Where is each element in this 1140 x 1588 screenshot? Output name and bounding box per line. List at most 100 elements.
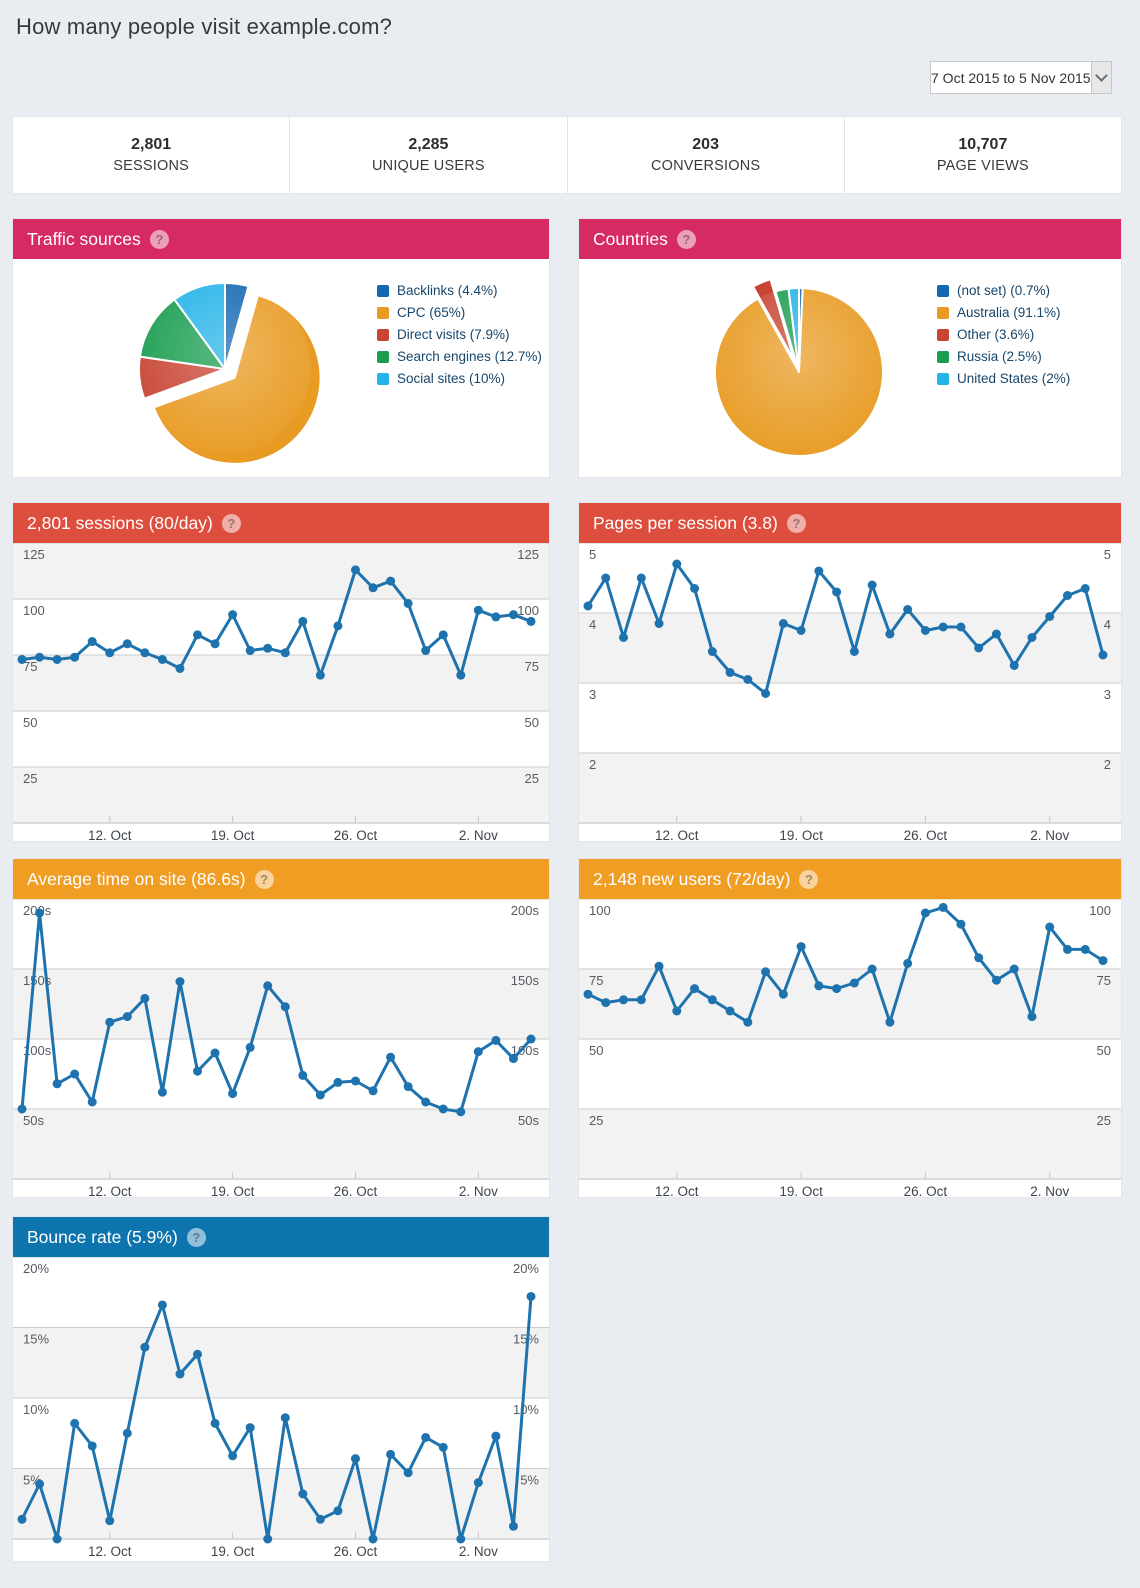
data-point-marker[interactable] (315, 1514, 325, 1524)
data-point-marker[interactable] (491, 612, 501, 622)
data-point-marker[interactable] (583, 601, 593, 611)
data-point-marker[interactable] (105, 648, 115, 658)
data-point-marker[interactable] (832, 587, 842, 597)
data-point-marker[interactable] (526, 616, 536, 626)
help-icon[interactable]: ? (149, 229, 169, 249)
data-point-marker[interactable] (601, 998, 611, 1008)
data-point-marker[interactable] (298, 616, 308, 626)
data-point-marker[interactable] (157, 1300, 167, 1310)
data-point-marker[interactable] (105, 1516, 115, 1526)
data-point-marker[interactable] (867, 964, 877, 974)
data-point-marker[interactable] (885, 629, 895, 639)
legend-item[interactable]: Search engines (12.7%) (377, 349, 542, 364)
data-point-marker[interactable] (350, 1454, 360, 1464)
legend-item[interactable]: Australia (91.1%) (937, 305, 1070, 320)
data-point-marker[interactable] (508, 1054, 518, 1064)
data-point-marker[interactable] (601, 573, 611, 583)
help-icon[interactable]: ? (786, 513, 806, 533)
data-point-marker[interactable] (368, 583, 378, 593)
data-point-marker[interactable] (938, 622, 948, 632)
data-point-marker[interactable] (636, 995, 646, 1005)
data-point-marker[interactable] (619, 633, 629, 642)
data-point-marker[interactable] (903, 605, 913, 614)
data-point-marker[interactable] (87, 637, 97, 647)
data-point-marker[interactable] (636, 573, 646, 583)
data-point-marker[interactable] (35, 1479, 45, 1489)
legend-item[interactable]: Other (3.6%) (937, 327, 1070, 342)
data-point-marker[interactable] (52, 654, 62, 664)
data-point-marker[interactable] (903, 958, 913, 968)
data-point-marker[interactable] (228, 1089, 238, 1099)
data-point-marker[interactable] (1045, 922, 1055, 932)
data-point-marker[interactable] (438, 630, 448, 640)
help-icon[interactable]: ? (254, 869, 274, 889)
data-point-marker[interactable] (87, 1097, 97, 1107)
date-range-select[interactable]: 7 Oct 2015 to 5 Nov 2015 (930, 61, 1112, 94)
data-point-marker[interactable] (421, 1097, 431, 1107)
data-point-marker[interactable] (17, 1104, 27, 1114)
data-point-marker[interactable] (35, 652, 45, 662)
data-point-marker[interactable] (210, 639, 220, 649)
data-point-marker[interactable] (1009, 661, 1019, 670)
data-point-marker[interactable] (725, 668, 735, 677)
data-point-marker[interactable] (175, 1369, 185, 1379)
data-point-marker[interactable] (403, 1468, 413, 1478)
data-point-marker[interactable] (333, 621, 343, 631)
data-point-marker[interactable] (832, 984, 842, 994)
data-point-marker[interactable] (456, 1534, 466, 1544)
data-point-marker[interactable] (386, 576, 396, 586)
data-point-marker[interactable] (778, 989, 788, 999)
help-icon[interactable]: ? (676, 229, 696, 249)
data-point-marker[interactable] (368, 1534, 378, 1544)
data-point-marker[interactable] (157, 654, 167, 664)
data-point-marker[interactable] (526, 1291, 536, 1301)
data-point-marker[interactable] (122, 639, 132, 649)
data-point-marker[interactable] (1080, 584, 1090, 593)
data-point-marker[interactable] (473, 1047, 483, 1057)
data-point-marker[interactable] (867, 580, 877, 590)
data-point-marker[interactable] (228, 1451, 238, 1461)
data-point-marker[interactable] (175, 977, 185, 987)
data-point-marker[interactable] (456, 670, 466, 680)
data-point-marker[interactable] (920, 908, 930, 918)
data-point-marker[interactable] (140, 1342, 150, 1352)
data-point-marker[interactable] (70, 1069, 80, 1079)
data-point-marker[interactable] (1062, 591, 1072, 600)
data-point-marker[interactable] (619, 995, 629, 1005)
data-point-marker[interactable] (245, 1042, 255, 1052)
data-point-marker[interactable] (849, 647, 859, 656)
data-point-marker[interactable] (175, 663, 185, 673)
data-point-marker[interactable] (1027, 1012, 1037, 1022)
data-point-marker[interactable] (228, 610, 238, 620)
data-point-marker[interactable] (333, 1077, 343, 1087)
data-point-marker[interactable] (280, 648, 290, 658)
data-point-marker[interactable] (17, 1514, 27, 1524)
data-point-marker[interactable] (491, 1431, 501, 1441)
legend-item[interactable]: CPC (65%) (377, 305, 542, 320)
data-point-marker[interactable] (956, 919, 966, 929)
legend-item[interactable]: Social sites (10%) (377, 371, 542, 386)
data-point-marker[interactable] (157, 1087, 167, 1097)
data-point-marker[interactable] (438, 1104, 448, 1114)
data-point-marker[interactable] (245, 1423, 255, 1433)
select-arrow-box[interactable] (1090, 62, 1111, 93)
data-point-marker[interactable] (1080, 944, 1090, 954)
data-point-marker[interactable] (1027, 633, 1037, 642)
data-point-marker[interactable] (743, 1017, 753, 1027)
legend-item[interactable]: United States (2%) (937, 371, 1070, 386)
data-point-marker[interactable] (690, 984, 700, 994)
data-point-marker[interactable] (263, 643, 273, 653)
data-point-marker[interactable] (70, 1418, 80, 1428)
data-point-marker[interactable] (87, 1441, 97, 1451)
data-point-marker[interactable] (707, 995, 717, 1005)
data-point-marker[interactable] (122, 1428, 132, 1438)
data-point-marker[interactable] (796, 626, 806, 635)
data-point-marker[interactable] (725, 1006, 735, 1016)
data-point-marker[interactable] (1098, 956, 1108, 966)
data-point-marker[interactable] (814, 981, 824, 991)
data-point-marker[interactable] (52, 1079, 62, 1089)
data-point-marker[interactable] (193, 630, 203, 640)
data-point-marker[interactable] (52, 1534, 62, 1544)
data-point-marker[interactable] (672, 559, 682, 569)
legend-item[interactable]: Direct visits (7.9%) (377, 327, 542, 342)
